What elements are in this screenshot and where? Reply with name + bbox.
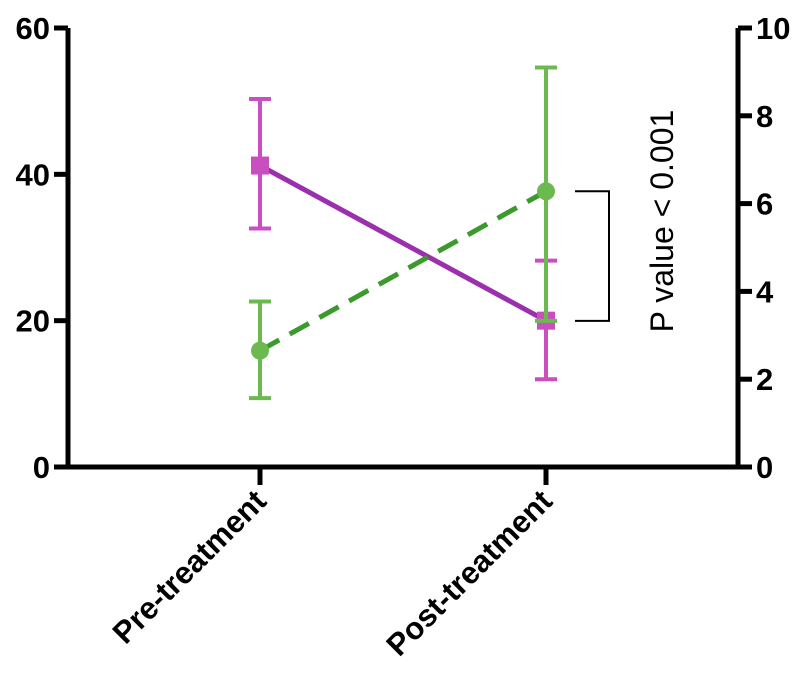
p-value-annotation: P value < 0.001 (644, 110, 680, 333)
right-tick-label-1: 2 (756, 362, 773, 397)
right-tick-label-5: 10 (756, 11, 790, 46)
right-tick-label-2: 4 (756, 274, 774, 309)
right-tick-label-4: 8 (756, 99, 773, 134)
series-0 (249, 96, 557, 382)
significance-bracket (575, 190, 610, 322)
series-1 (249, 65, 557, 401)
x-category-label-1: Post-treatment (380, 483, 559, 662)
data-point (251, 156, 269, 175)
annotation-layer: P value < 0.001 (575, 110, 680, 333)
series-line (258, 189, 548, 353)
right-tick-label-3: 6 (756, 187, 773, 222)
left-tick-label-2: 40 (16, 157, 50, 192)
data-point (537, 182, 555, 201)
x-category-label-0: Pre-treatment (106, 483, 273, 650)
axes: 0 20 40 60 0 2 4 6 8 10 Pre-treatment Post-treatmen… (16, 11, 791, 663)
left-tick-label-0: 0 (33, 450, 50, 485)
series-line (258, 163, 548, 323)
series-layer (249, 65, 557, 401)
left-tick-label-1: 20 (16, 304, 50, 339)
left-tick-label-3: 60 (16, 11, 50, 46)
data-point (251, 341, 269, 360)
right-tick-label-0: 0 (756, 450, 773, 485)
